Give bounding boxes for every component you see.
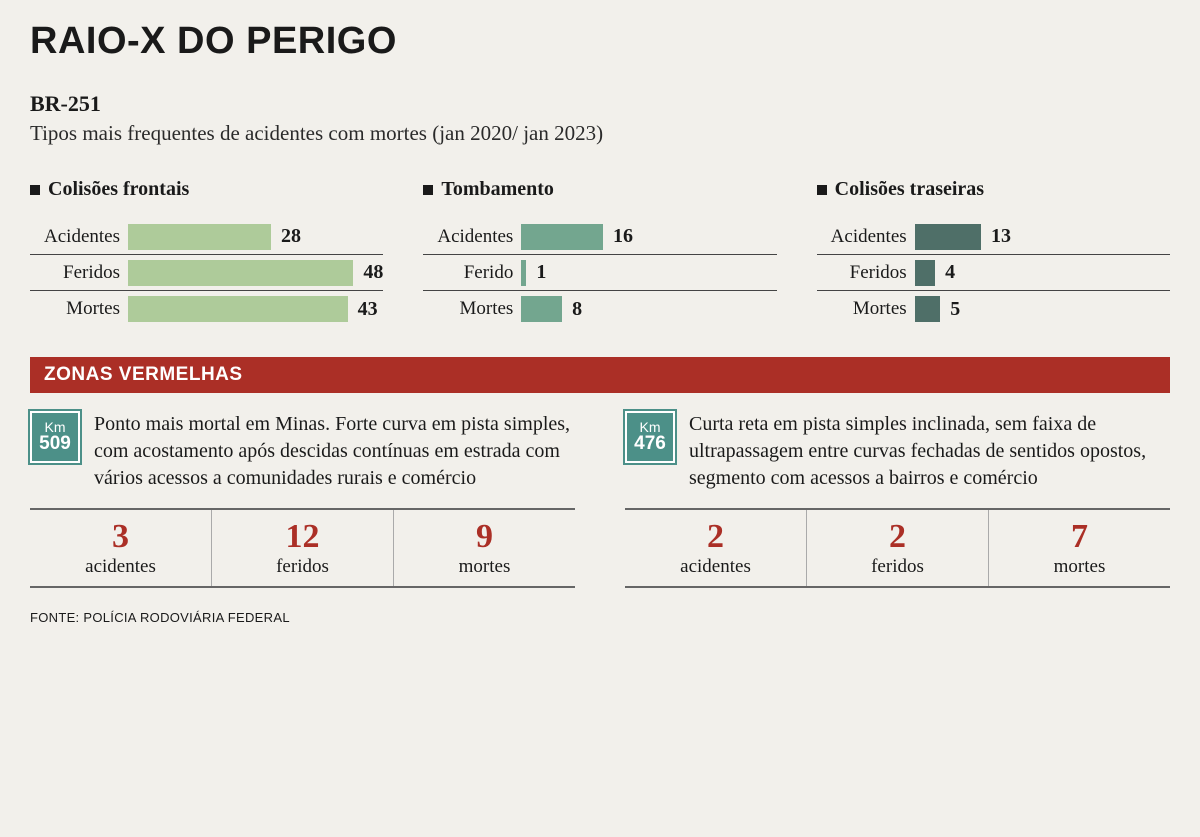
bar-row: Acidentes 16 (423, 219, 776, 255)
road-name: BR-251 (30, 91, 1170, 117)
bar-value: 43 (358, 298, 378, 321)
subtitle: Tipos mais frequentes de acidentes com m… (30, 121, 1170, 146)
chart-title-text: Colisões traseiras (835, 178, 984, 201)
bar-track: 43 (128, 296, 383, 322)
km-label: Km (32, 420, 78, 435)
km-label: Km (627, 420, 673, 435)
stat-number: 7 (989, 520, 1170, 554)
square-bullet-icon (423, 185, 433, 195)
stat-label: acidentes (30, 556, 211, 578)
zones-row: Km509Ponto mais mortal em Minas. Forte c… (30, 411, 1170, 588)
bar-row: Mortes 43 (30, 291, 383, 327)
bar-row: Acidentes 28 (30, 219, 383, 255)
bar-row: Feridos 48 (30, 255, 383, 291)
bar-label: Acidentes (423, 226, 521, 248)
zone-stat: 12feridos (212, 510, 394, 586)
bar-value: 28 (281, 225, 301, 248)
km-number: 476 (627, 434, 673, 454)
chart-group: Colisões traseiras Acidentes 13 Feridos 4 Mor… (817, 178, 1170, 327)
zone-stats: 3acidentes12feridos9mortes (30, 508, 575, 588)
bar-row: Mortes 8 (423, 291, 776, 327)
stat-number: 2 (807, 520, 988, 554)
zone-description: Ponto mais mortal em Minas. Forte curva … (94, 411, 575, 492)
bar-row: Feridos 4 (817, 255, 1170, 291)
bar-value: 16 (613, 225, 633, 248)
bar-value: 13 (991, 225, 1011, 248)
zone-column: Km476 Curta reta em pista simples inclina… (625, 411, 1170, 588)
bar-track: 1 (521, 260, 776, 286)
zone-stats: 2acidentes2feridos7mortes (625, 508, 1170, 588)
km-sign-icon: Km476 (625, 411, 675, 463)
stat-label: mortes (989, 556, 1170, 578)
chart-title: Colisões traseiras (817, 178, 1170, 201)
bar-fill (521, 260, 526, 286)
bar-track: 8 (521, 296, 776, 322)
stat-number: 2 (625, 520, 806, 554)
chart-title-text: Colisões frontais (48, 178, 189, 201)
stat-label: acidentes (625, 556, 806, 578)
stat-label: feridos (807, 556, 988, 578)
page-title: RAIO-X DO PERIGO (30, 20, 1170, 63)
bar-value: 5 (950, 298, 960, 321)
km-number: 509 (32, 434, 78, 454)
bar-label: Mortes (30, 298, 128, 320)
stat-label: feridos (212, 556, 393, 578)
zone-column: Km509 Ponto mais mortal em Minas. Forte c… (30, 411, 575, 588)
zone-header: Km509 Ponto mais mortal em Minas. Forte c… (30, 411, 575, 492)
bar-track: 5 (915, 296, 1170, 322)
chart-group: Colisões frontais Acidentes 28 Feridos 48 Mor… (30, 178, 383, 327)
zone-description: Curta reta em pista simples inclinada, s… (689, 411, 1170, 492)
stat-number: 9 (394, 520, 575, 554)
stat-label: mortes (394, 556, 575, 578)
bar-row: Ferido 1 (423, 255, 776, 291)
bar-track: 28 (128, 224, 383, 250)
bar-track: 4 (915, 260, 1170, 286)
bar-row: Acidentes 13 (817, 219, 1170, 255)
chart-group: Tombamento Acidentes 16 Ferido 1 Mortes 8 (423, 178, 776, 327)
bar-fill (521, 296, 562, 322)
zone-stat: 9mortes (394, 510, 575, 586)
bar-track: 48 (128, 260, 383, 286)
bar-track: 13 (915, 224, 1170, 250)
bar-fill (128, 296, 348, 322)
square-bullet-icon (817, 185, 827, 195)
chart-title: Colisões frontais (30, 178, 383, 201)
bar-label: Ferido (423, 262, 521, 284)
zone-stat: 3acidentes (30, 510, 212, 586)
zone-header: Km476 Curta reta em pista simples inclina… (625, 411, 1170, 492)
chart-title-text: Tombamento (441, 178, 554, 201)
bar-fill (915, 260, 935, 286)
bar-fill (915, 224, 981, 250)
zone-stat: 2feridos (807, 510, 989, 586)
bar-fill (128, 224, 271, 250)
chart-title: Tombamento (423, 178, 776, 201)
red-zones-banner: ZONAS VERMELHAS (30, 357, 1170, 393)
bar-label: Mortes (817, 298, 915, 320)
bar-label: Acidentes (30, 226, 128, 248)
source-text: FONTE: POLÍCIA RODOVIÁRIA FEDERAL (30, 610, 1170, 625)
bar-value: 4 (945, 261, 955, 284)
bar-value: 8 (572, 298, 582, 321)
square-bullet-icon (30, 185, 40, 195)
bar-label: Mortes (423, 298, 521, 320)
zone-stat: 2acidentes (625, 510, 807, 586)
bar-value: 48 (363, 261, 383, 284)
bar-value: 1 (536, 261, 546, 284)
bar-row: Mortes 5 (817, 291, 1170, 327)
stat-number: 12 (212, 520, 393, 554)
bar-label: Acidentes (817, 226, 915, 248)
bar-label: Feridos (817, 262, 915, 284)
bar-fill (915, 296, 941, 322)
bar-fill (128, 260, 353, 286)
charts-row: Colisões frontaisAcidentes28Feridos48Mor… (30, 178, 1170, 327)
bar-track: 16 (521, 224, 776, 250)
stat-number: 3 (30, 520, 211, 554)
zone-stat: 7mortes (989, 510, 1170, 586)
bar-label: Feridos (30, 262, 128, 284)
km-sign-icon: Km509 (30, 411, 80, 463)
bar-fill (521, 224, 603, 250)
